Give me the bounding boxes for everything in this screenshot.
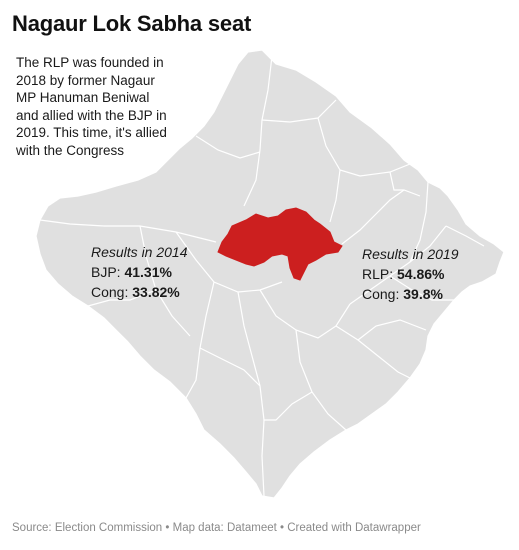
page-title: Nagaur Lok Sabha seat bbox=[12, 11, 252, 36]
results-2019-heading: Results in 2019 bbox=[362, 246, 459, 262]
cong-label: Cong: bbox=[91, 284, 129, 300]
results-2014-annotation: Results in 2014 BJP: 41.31% Cong: 33.82% bbox=[91, 242, 188, 302]
cong-label: Cong: bbox=[362, 286, 400, 302]
source-credit: Source: Election Commission • Map data: … bbox=[12, 522, 421, 534]
results-2014-bjp-row: BJP: 41.31% bbox=[91, 262, 188, 282]
results-2019-annotation: Results in 2019 RLP: 54.86% Cong: 39.8% bbox=[362, 244, 459, 304]
cong-2019-value: 39.8% bbox=[403, 286, 443, 302]
intro-line: MP Hanuman Beniwal bbox=[16, 90, 150, 105]
state-shape bbox=[35, 49, 505, 499]
nagaur-constituency bbox=[217, 207, 343, 281]
intro-note: The RLP was founded in 2018 by former Na… bbox=[16, 54, 206, 159]
intro-line: The RLP was founded in bbox=[16, 55, 164, 70]
intro-line: with the Congress bbox=[16, 142, 125, 158]
results-2014-heading: Results in 2014 bbox=[91, 244, 188, 260]
constituency-borders bbox=[39, 55, 485, 497]
rlp-2019-value: 54.86% bbox=[397, 266, 445, 282]
cong-2014-value: 33.82% bbox=[132, 284, 180, 300]
results-2019-rlp-row: RLP: 54.86% bbox=[362, 264, 459, 284]
bjp-label: BJP: bbox=[91, 264, 121, 280]
rlp-label: RLP: bbox=[362, 266, 394, 282]
intro-line: 2018 by former Nagaur bbox=[16, 72, 155, 88]
intro-line: 2019. This time, it's allied bbox=[16, 125, 167, 140]
intro-line: and allied with the BJP in bbox=[16, 107, 167, 123]
results-2019-cong-row: Cong: 39.8% bbox=[362, 284, 459, 304]
bjp-2014-value: 41.31% bbox=[124, 264, 172, 280]
results-2014-cong-row: Cong: 33.82% bbox=[91, 282, 188, 302]
